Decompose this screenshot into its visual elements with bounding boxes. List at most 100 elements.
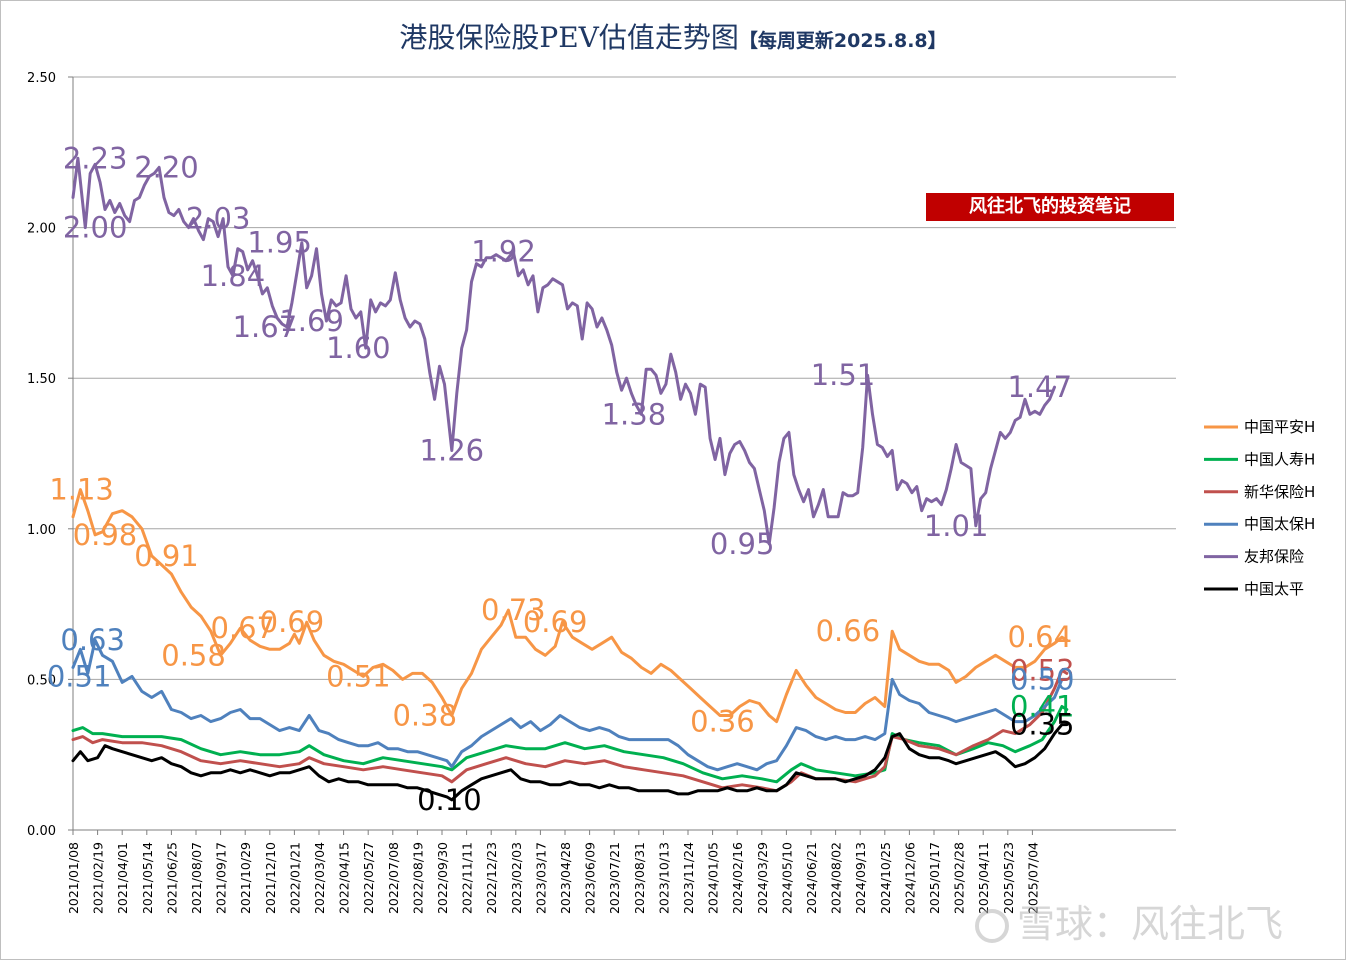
data-label: 1.13 (49, 473, 114, 507)
x-tick-label: 2024/08/02 (829, 842, 844, 914)
x-tick-label: 2021/04/01 (115, 842, 130, 914)
data-label: 1.38 (602, 397, 667, 431)
x-tick-label: 2024/06/21 (804, 842, 819, 914)
data-label: 0.66 (816, 614, 881, 648)
data-label: 1.95 (247, 226, 312, 260)
x-tick-label: 2021/06/25 (164, 842, 179, 914)
data-label: 1.26 (420, 433, 485, 467)
x-tick-label: 2022/11/11 (460, 842, 475, 914)
legend-label: 友邦保险 (1244, 548, 1304, 566)
x-tick-label: 2021/12/10 (263, 842, 278, 914)
data-label: 0.69 (523, 605, 588, 639)
chart-title-block: 港股保险股PEV估值走势图【每周更新2025.8.8】 (0, 16, 1346, 56)
chart-title: 港股保险股PEV估值走势图 (399, 21, 739, 54)
x-tick-label: 2022/12/23 (484, 842, 499, 914)
y-tick-label: 0.00 (27, 824, 56, 839)
x-tick-label: 2024/09/13 (853, 842, 868, 914)
data-label: 0.38 (392, 699, 457, 733)
data-label: 1.01 (924, 509, 989, 543)
x-axis-ticks: 2021/01/08 2021/02/19 2021/04/01 2021/05/14… (66, 830, 1040, 914)
data-label: 1.51 (811, 358, 876, 392)
x-tick-label: 2024/03/29 (755, 842, 770, 914)
data-label: 1.84 (201, 259, 266, 293)
data-label: 0.64 (1007, 620, 1072, 654)
data-label: 0.50 (1010, 662, 1075, 696)
data-label: 2.23 (63, 141, 128, 175)
data-label: 1.67 (233, 310, 298, 344)
x-tick-label: 2021/09/17 (214, 842, 229, 914)
x-tick-label: 2024/01/05 (706, 842, 721, 914)
data-label: 0.10 (417, 783, 482, 817)
x-tick-label: 2023/07/21 (607, 842, 622, 914)
x-tick-label: 2023/10/13 (656, 842, 671, 914)
x-tick-label: 2022/01/21 (287, 842, 302, 914)
data-labels: 1.130.980.910.580.670.690.510.380.730.69… (47, 141, 1075, 817)
legend-label: 新华保险H (1244, 483, 1315, 501)
x-tick-label: 2021/05/14 (140, 842, 155, 914)
data-label: 0.36 (690, 705, 755, 739)
data-label: 0.67 (210, 611, 275, 645)
x-tick-label: 2023/11/24 (681, 842, 696, 914)
series-line (71, 638, 1069, 772)
series-line (71, 156, 1056, 546)
x-tick-label: 2025/01/17 (927, 842, 942, 914)
data-label: 0.95 (710, 527, 775, 561)
x-tick-label: 2025/07/04 (1025, 842, 1040, 914)
x-tick-label: 2021/01/08 (66, 842, 81, 914)
x-tick-label: 2021/08/07 (189, 842, 204, 914)
x-tick-label: 2024/12/06 (902, 842, 917, 914)
legend-label: 中国太保H (1244, 515, 1315, 533)
data-label: 0.41 (1010, 690, 1075, 724)
x-tick-label: 2021/10/29 (238, 842, 253, 914)
legend-label: 中国平安H (1244, 418, 1315, 436)
data-label: 2.20 (134, 150, 199, 184)
data-label: 0.51 (47, 659, 112, 693)
series-lines (71, 156, 1069, 802)
x-tick-label: 2022/08/19 (410, 842, 425, 914)
x-tick-label: 2022/04/15 (337, 842, 352, 914)
x-tick-label: 2025/05/23 (1001, 842, 1016, 914)
x-tick-label: 2023/06/09 (583, 842, 598, 914)
x-tick-label: 2022/05/27 (361, 842, 376, 914)
data-label: 2.03 (186, 202, 251, 236)
chart-subtitle: 【每周更新2025.8.8】 (738, 30, 947, 52)
series-line (71, 668, 1069, 793)
data-label: 0.58 (161, 638, 226, 672)
series-line (71, 723, 1069, 802)
y-axis-ticks: 0.00 0.50 1.00 1.50 2.00 2.50 (27, 71, 73, 839)
snowball-logo-icon (975, 909, 1009, 943)
data-label: 0.73 (481, 593, 546, 627)
data-label: 0.63 (60, 623, 125, 657)
author-badge: 风往北飞的投资笔记 (926, 193, 1174, 221)
data-label: 0.51 (326, 659, 391, 693)
x-tick-label: 2023/04/28 (558, 842, 573, 914)
x-tick-label: 2025/04/11 (976, 842, 991, 914)
axes (72, 77, 1176, 831)
data-label: 0.35 (1010, 708, 1075, 742)
data-label: 0.98 (73, 518, 138, 552)
x-tick-label: 2023/02/03 (509, 842, 524, 914)
x-tick-label: 2022/03/04 (312, 842, 327, 914)
x-tick-label: 2023/03/17 (533, 842, 548, 914)
data-label: 0.91 (134, 539, 199, 573)
data-label: 1.69 (279, 304, 344, 338)
x-tick-label: 2021/02/19 (91, 842, 106, 914)
data-label: 1.60 (326, 331, 391, 365)
y-tick-label: 1.50 (27, 372, 56, 387)
watermark: 雪球：风往北飞 (975, 893, 1283, 948)
x-tick-label: 2025/02/28 (952, 842, 967, 914)
series-line (71, 705, 1069, 784)
data-label: 1.92 (471, 235, 536, 269)
x-tick-label: 2024/02/16 (730, 842, 745, 914)
series-line (71, 488, 1069, 724)
y-tick-label: 0.50 (27, 673, 56, 688)
data-label: 2.00 (63, 211, 128, 245)
x-tick-label: 2022/09/30 (435, 842, 450, 914)
x-tick-label: 2024/10/25 (878, 842, 893, 914)
x-tick-label: 2024/05/10 (779, 842, 794, 914)
y-tick-label: 1.00 (27, 523, 56, 538)
watermark-text: 雪球：风往北飞 (1017, 902, 1284, 946)
legend-label: 中国人寿H (1244, 450, 1315, 468)
